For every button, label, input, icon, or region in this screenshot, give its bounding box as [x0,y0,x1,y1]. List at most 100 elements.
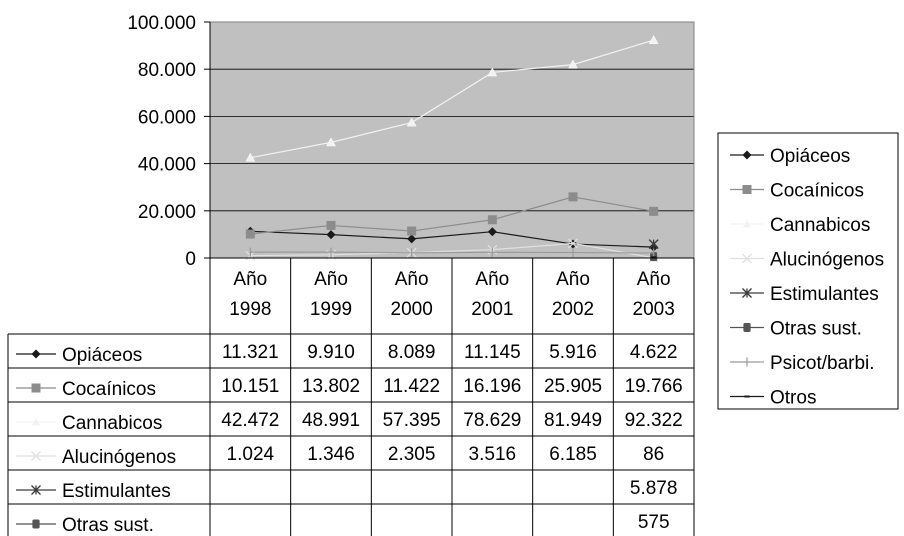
data-label: 9.910 [307,342,355,363]
legend-label: Otros [770,388,816,409]
data-label: 86 [643,444,664,465]
y-tick-label: 40.000 [138,155,196,176]
series-line [250,251,654,254]
data-point [487,67,498,77]
legend-marker [742,218,752,228]
data-label: 16.196 [463,376,521,397]
y-axis: 0 20.000 40.000 60.000 80.000 100.000 [127,13,211,270]
data-label: 11.321 [222,342,279,363]
series-6 [249,247,655,258]
series-line [250,39,654,159]
x-tick-label: Año [233,269,267,290]
x-tick-label: Año [637,269,671,290]
legend: Opiáceos Cocaínicos Cannabicos Alucinógenos… [717,132,899,410]
data-point [326,230,336,240]
legend-marker [743,323,751,332]
data-label: 11.422 [383,376,440,397]
data-label: 92.322 [625,410,683,431]
row-label: Cocaínicos [62,379,156,400]
data-label: 10.151 [221,376,279,397]
x-tick-label: Año [395,269,429,290]
x-tick-label: 2001 [471,299,513,320]
legend-item: Estimulantes [730,284,879,305]
data-point [568,192,578,202]
data-label: 42.472 [221,410,279,431]
series-0 [245,226,659,252]
table-row: Otras sust. 575 [16,512,670,536]
data-table: Año 1998 Año 1999 Año 2000 Año 2001 Año 2002 Año 20… [7,257,695,536]
legend-marker [742,185,752,194]
x-tick-label: 1999 [310,299,352,320]
legend-label: Cocaínicos [770,181,864,202]
row-label: Opiáceos [62,345,142,366]
series-7 [650,256,657,259]
y-tick-label: 0 [185,249,196,270]
series-2 [245,35,659,162]
row-key-marker [31,416,41,426]
data-point [487,215,497,225]
data-point [326,220,336,230]
data-label: 2.305 [388,444,436,465]
data-label: 575 [638,512,670,533]
legend-label: Estimulantes [770,284,879,305]
y-tick-label: 60.000 [138,107,196,128]
row-label: Estimulantes [62,481,171,502]
series-line [250,242,654,259]
plot-background [210,22,694,258]
x-tick-label: Año [314,269,348,290]
data-label: 81.949 [544,410,602,431]
x-tick-label: 2000 [391,299,433,320]
row-label: Cannabicos [62,413,162,434]
data-label: 13.802 [302,376,360,397]
row-label: Alucinógenos [62,447,176,468]
plot-area [209,21,695,263]
legend-label: Psicot/barbi. [770,353,875,374]
data-label: 8.089 [388,342,436,363]
data-point [648,35,659,44]
y-tick-label: 80.000 [138,60,196,81]
table-row: Cocaínicos 10.151 13.802 11.422 16.196 25.905… [16,376,683,400]
row-key-marker [31,485,41,495]
legend-item: Psicot/barbi. [730,353,875,374]
x-tick-label: 2003 [633,299,675,320]
legend-marker [742,253,752,264]
legend-item: Otros [730,388,816,409]
data-point [245,152,256,162]
data-point [648,239,659,250]
series-line [250,196,654,235]
table-row: Estimulantes 5.878 [16,478,677,502]
series-4 [648,239,659,250]
data-point [407,234,417,244]
row-label: Otras sust. [62,515,154,536]
row-key-marker [31,451,41,461]
y-tick-label: 20.000 [138,202,196,223]
x-tick-label: Año [475,269,509,290]
data-label: 11.145 [464,342,521,363]
data-point [407,226,417,236]
x-tick-label: 1998 [229,299,271,320]
data-label: 1.346 [307,444,355,465]
legend-marker [744,395,750,398]
data-label: 5.916 [549,342,597,363]
data-point [649,206,659,216]
data-label: 5.878 [630,478,678,499]
series-1 [245,192,659,239]
data-label: 6.185 [549,444,597,465]
legend-item: Opiáceos [730,146,850,167]
row-key-marker [31,349,41,359]
y-tick-label: 100.000 [127,13,196,34]
table-row: Opiáceos 11.321 9.910 8.089 11.145 5.916 4.622 [16,342,677,366]
data-point [245,229,255,239]
data-label: 48.991 [302,410,360,431]
x-tick-label: 2002 [552,299,594,320]
legend-marker [742,288,752,298]
data-point [568,238,578,249]
data-label: 1.024 [227,444,275,465]
data-point [487,227,497,237]
data-label: 78.629 [463,410,521,431]
legend-label: Otras sust. [770,319,862,340]
legend-label: Opiáceos [770,146,850,167]
data-label: 4.622 [630,342,678,363]
data-label: 19.766 [625,376,683,397]
